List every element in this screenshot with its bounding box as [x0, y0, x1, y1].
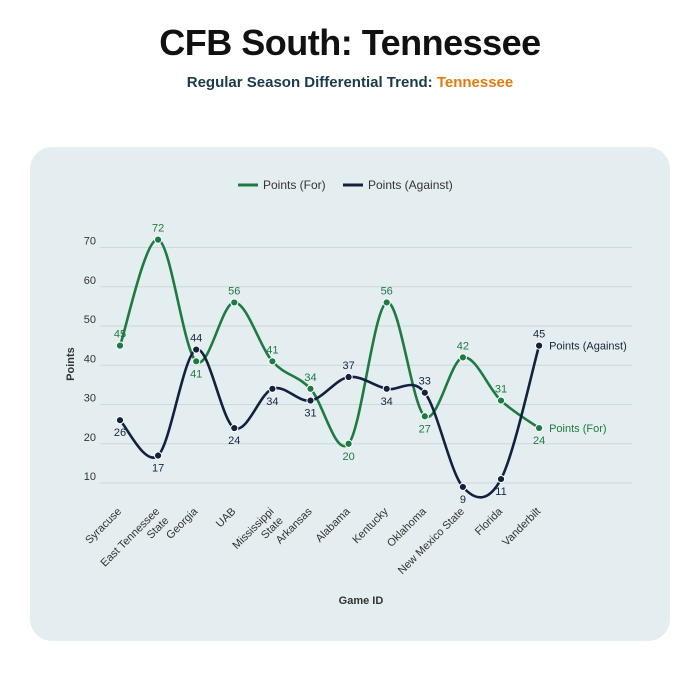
data-point-for [306, 384, 315, 393]
data-label-for: 41 [266, 344, 278, 356]
data-label-for: 41 [190, 368, 202, 380]
data-point-against [192, 345, 201, 354]
data-label-against: 44 [190, 333, 202, 345]
x-tick-label: Vanderbilt [500, 506, 543, 549]
data-point-for [115, 341, 125, 350]
data-label-against: 31 [304, 408, 316, 420]
data-label-for: 72 [152, 223, 164, 235]
data-label-against: 26 [114, 427, 126, 439]
data-label-against: 34 [381, 396, 393, 408]
legend-label-against: Points (Against) [368, 178, 453, 192]
data-point-against [268, 384, 277, 393]
x-tick-label: Florida [473, 505, 506, 538]
data-point-against [344, 372, 353, 382]
page-title: CFB South: Tennessee [159, 22, 541, 63]
data-label-for: 45 [114, 329, 126, 341]
legend: Points (For) Points (Against) [238, 178, 453, 192]
series-points [115, 235, 544, 492]
data-point-for [268, 357, 277, 366]
series-end-label-against: Points (Against) [549, 341, 627, 353]
data-point-for [230, 298, 239, 307]
data-point-against [496, 474, 506, 484]
data-point-against [458, 482, 467, 492]
data-label-for: 24 [533, 435, 545, 447]
y-axis-ticks: 10 20 30 40 50 60 70 [84, 236, 96, 484]
y-tick-label: 70 [84, 236, 96, 248]
chart-panel [30, 147, 670, 641]
data-label-for: 31 [495, 384, 507, 396]
data-point-for [192, 357, 201, 366]
data-label-against: 11 [495, 486, 506, 498]
data-label-against: 33 [419, 376, 431, 388]
data-label-for: 34 [304, 372, 316, 384]
x-tick-label: New Mexico State [396, 506, 467, 577]
y-axis-title: Points [65, 347, 77, 381]
data-label-against: 45 [533, 329, 545, 341]
data-point-for [458, 353, 467, 362]
grid-lines [100, 247, 632, 484]
data-point-for [496, 396, 506, 405]
data-point-for [535, 423, 544, 433]
data-label-against: 37 [342, 360, 354, 372]
page-subtitle: Regular Season Differential Trend: Tenne… [0, 74, 700, 91]
y-tick-label: 60 [84, 275, 96, 287]
data-label-for: 20 [342, 451, 354, 463]
y-tick-label: 30 [84, 393, 96, 405]
series-end-label-for: Points (For) [549, 423, 606, 435]
x-axis-title: Game ID [339, 595, 384, 607]
data-point-for [154, 235, 163, 244]
data-point-against [535, 341, 544, 350]
x-tick-label: UAB [214, 506, 238, 530]
data-point-against [382, 384, 391, 393]
data-label-against: 34 [266, 396, 278, 408]
data-point-against [154, 451, 163, 460]
subtitle-team: Tennessee [436, 74, 514, 91]
y-tick-label: 10 [84, 471, 96, 483]
series-line-for [118, 238, 540, 448]
data-label-against: 24 [228, 435, 240, 447]
series-lines [118, 238, 541, 499]
data-point-for [344, 439, 353, 448]
data-point-against [230, 423, 239, 433]
data-label-against: 9 [460, 494, 466, 506]
data-point-against [115, 416, 125, 425]
data-point-for [382, 298, 391, 307]
y-tick-label: 50 [84, 314, 96, 326]
x-tick-label: Alabama [314, 505, 354, 545]
series-line-against [119, 345, 541, 499]
data-labels: 45 72 41 56 41 34 20 56 27 42 31 24 26 17 44 24 34 31 37 34… [114, 223, 627, 506]
data-label-against: 17 [152, 463, 164, 475]
data-point-against [306, 396, 315, 405]
data-label-for: 27 [419, 423, 431, 435]
data-label-for: 56 [228, 285, 240, 297]
data-point-against [420, 388, 429, 397]
y-tick-label: 40 [84, 353, 96, 365]
data-point-for [420, 412, 429, 421]
data-label-for: 42 [457, 340, 469, 352]
subtitle-prefix: Regular Season Differential Trend: [186, 74, 437, 91]
legend-label-for: Points (For) [263, 178, 326, 192]
y-tick-label: 20 [84, 432, 96, 444]
data-label-for: 56 [381, 285, 393, 297]
